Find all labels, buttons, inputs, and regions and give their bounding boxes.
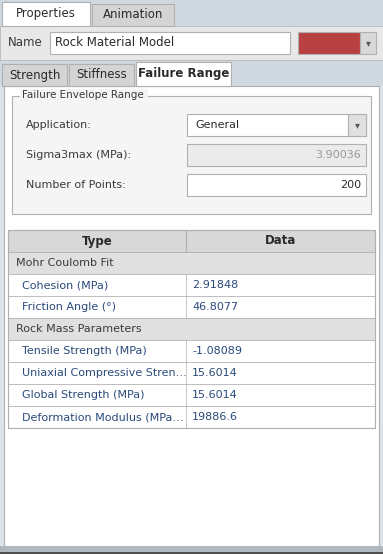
Text: Application:: Application: (26, 120, 92, 130)
Text: Deformation Modulus (MPa…: Deformation Modulus (MPa… (22, 412, 183, 422)
Bar (8, 274, 375, 296)
Text: Global Strength (MPa): Global Strength (MPa) (22, 390, 144, 400)
Text: Friction Angle (°): Friction Angle (°) (22, 302, 116, 312)
Bar (8, 340, 375, 362)
Bar (0, 60, 383, 86)
Bar (348, 114, 366, 136)
Bar (0, 546, 383, 554)
Text: Failure Envelope Range: Failure Envelope Range (22, 90, 144, 100)
Text: Rock Mass Parameters: Rock Mass Parameters (16, 324, 142, 334)
Bar (8, 230, 375, 252)
Text: Uniaxial Compressive Stren…: Uniaxial Compressive Stren… (22, 368, 187, 378)
Text: Number of Points:: Number of Points: (26, 180, 126, 190)
Text: Properties: Properties (16, 8, 76, 20)
Bar (8, 296, 375, 318)
Text: 2.91848: 2.91848 (192, 280, 238, 290)
Bar (187, 144, 366, 166)
Text: Sigma3max (MPa):: Sigma3max (MPa): (26, 150, 131, 160)
Text: Data: Data (265, 234, 296, 248)
Text: 3.90036: 3.90036 (315, 150, 361, 160)
Bar (298, 32, 360, 54)
Bar (187, 114, 366, 136)
Bar (360, 32, 376, 54)
Bar (2, 2, 90, 26)
Text: Animation: Animation (103, 8, 163, 22)
Bar (8, 406, 375, 428)
Bar (20, 89, 148, 101)
Bar (187, 174, 366, 196)
Bar (69, 64, 134, 86)
Bar (0, 0, 383, 26)
Bar (12, 96, 371, 214)
Text: Strength: Strength (9, 69, 60, 81)
Bar (8, 252, 375, 274)
Text: Mohr Coulomb Fit: Mohr Coulomb Fit (16, 258, 114, 268)
Bar (4, 86, 379, 546)
Text: 19886.6: 19886.6 (192, 412, 238, 422)
Bar (2, 64, 67, 86)
Text: Name: Name (8, 37, 43, 49)
Bar (0, 26, 383, 60)
Text: ▾: ▾ (355, 120, 359, 130)
Text: Rock Material Model: Rock Material Model (55, 37, 174, 49)
Text: ▾: ▾ (365, 38, 370, 48)
Text: 200: 200 (340, 180, 361, 190)
Bar (8, 384, 375, 406)
Text: 15.6014: 15.6014 (192, 368, 238, 378)
Bar (92, 4, 174, 26)
Bar (8, 318, 375, 340)
Text: -1.08089: -1.08089 (192, 346, 242, 356)
Text: Tensile Strength (MPa): Tensile Strength (MPa) (22, 346, 147, 356)
Text: Cohesion (MPa): Cohesion (MPa) (22, 280, 108, 290)
Text: 15.6014: 15.6014 (192, 390, 238, 400)
Bar (136, 62, 231, 86)
Text: Stiffness: Stiffness (76, 69, 127, 81)
Text: 46.8077: 46.8077 (192, 302, 238, 312)
Bar (50, 32, 290, 54)
Bar (8, 230, 375, 428)
Bar (0, 552, 383, 554)
Text: Failure Range: Failure Range (138, 68, 229, 80)
Text: General: General (195, 120, 239, 130)
Text: Type: Type (82, 234, 112, 248)
Bar (8, 362, 375, 384)
